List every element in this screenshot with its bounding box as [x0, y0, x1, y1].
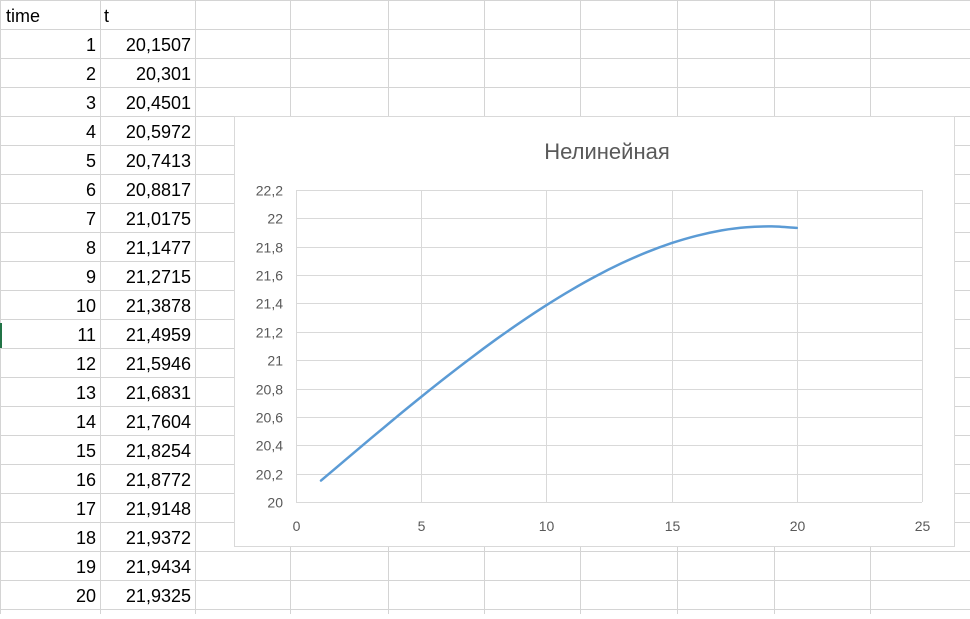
time-cell[interactable]: 13	[75, 383, 96, 403]
y-tick-label: 21,8	[256, 240, 283, 256]
t-cell[interactable]: 21,9325	[125, 586, 191, 606]
t-cell[interactable]: 21,5946	[125, 354, 191, 374]
time-cell[interactable]: 20	[75, 586, 96, 606]
t-cell[interactable]: 21,1477	[125, 238, 191, 258]
t-cell[interactable]: 21,2715	[125, 267, 191, 287]
time-cell[interactable]: 19	[75, 557, 96, 577]
time-cell[interactable]: 6	[85, 180, 96, 200]
t-cell[interactable]: 21,3878	[125, 296, 191, 316]
header-cell-time[interactable]: time	[6, 6, 41, 26]
y-tick-label: 21,6	[256, 268, 283, 284]
time-cell[interactable]: 3	[85, 93, 96, 113]
time-cell[interactable]: 18	[75, 528, 96, 548]
time-cell[interactable]: 17	[75, 499, 96, 519]
selected-cell-indicator	[0, 323, 2, 348]
time-cell[interactable]: 11	[77, 325, 96, 345]
y-tick-label: 21,2	[256, 325, 283, 341]
time-cell[interactable]: 15	[75, 441, 96, 461]
t-cell[interactable]: 21,0175	[125, 209, 191, 229]
time-cell[interactable]: 2	[85, 64, 96, 84]
time-cell[interactable]: 1	[85, 35, 96, 55]
series-line	[319, 225, 799, 482]
t-cell[interactable]: 20,1507	[125, 35, 191, 55]
x-tick-label: 0	[293, 518, 301, 534]
t-cell[interactable]: 21,7604	[125, 412, 191, 432]
chart-object[interactable]: Нелинейная 20 20,2 20,4 20,6 20,8 21 21,2 21,4 2…	[234, 116, 955, 547]
y-tick-label: 21,4	[256, 296, 283, 312]
x-tick-label: 15	[665, 518, 681, 534]
t-cell[interactable]: 21,6831	[125, 383, 191, 403]
t-cell[interactable]: 20,301	[135, 64, 191, 84]
t-cell[interactable]: 21,9434	[125, 557, 191, 577]
header-cell-t[interactable]: t	[104, 6, 110, 26]
time-cell[interactable]: 12	[75, 354, 96, 374]
t-cell[interactable]: 20,4501	[125, 93, 191, 113]
t-cell[interactable]: 21,8772	[125, 470, 191, 490]
time-cell[interactable]: 8	[85, 238, 96, 258]
x-tick-label: 10	[539, 518, 555, 534]
t-cell[interactable]: 21,9148	[125, 499, 191, 519]
y-tick-label: 22	[267, 211, 283, 227]
time-cell[interactable]: 5	[85, 151, 96, 171]
x-tick-label: 25	[915, 518, 931, 534]
time-cell[interactable]: 14	[75, 412, 96, 432]
y-tick-label: 22,2	[256, 183, 283, 199]
y-tick-label: 20,4	[256, 438, 283, 454]
time-cell[interactable]: 4	[85, 122, 96, 142]
y-tick-label: 20,2	[256, 467, 283, 483]
y-tick-label: 20,6	[256, 410, 283, 426]
x-tick-label: 5	[418, 518, 426, 534]
time-cell[interactable]: 16	[75, 470, 96, 490]
t-cell[interactable]: 21,8254	[125, 441, 191, 461]
y-tick-label: 20,8	[256, 382, 283, 398]
time-cell[interactable]: 10	[75, 296, 96, 316]
time-cell[interactable]: 9	[85, 267, 96, 287]
t-cell[interactable]: 21,9372	[125, 528, 191, 548]
chart-canvas: Нелинейная 20 20,2 20,4 20,6 20,8 21 21,2 21,4 2…	[256, 139, 931, 534]
t-cell[interactable]: 20,8817	[125, 180, 191, 200]
time-cell[interactable]: 7	[85, 209, 96, 229]
y-tick-label: 21	[267, 353, 283, 369]
y-tick-label: 20	[267, 495, 283, 511]
x-tick-label: 20	[790, 518, 806, 534]
t-cell[interactable]: 21,4959	[125, 325, 191, 345]
chart-title: Нелинейная	[544, 139, 670, 164]
t-cell[interactable]: 20,7413	[125, 151, 191, 171]
t-cell[interactable]: 20,5972	[125, 122, 191, 142]
